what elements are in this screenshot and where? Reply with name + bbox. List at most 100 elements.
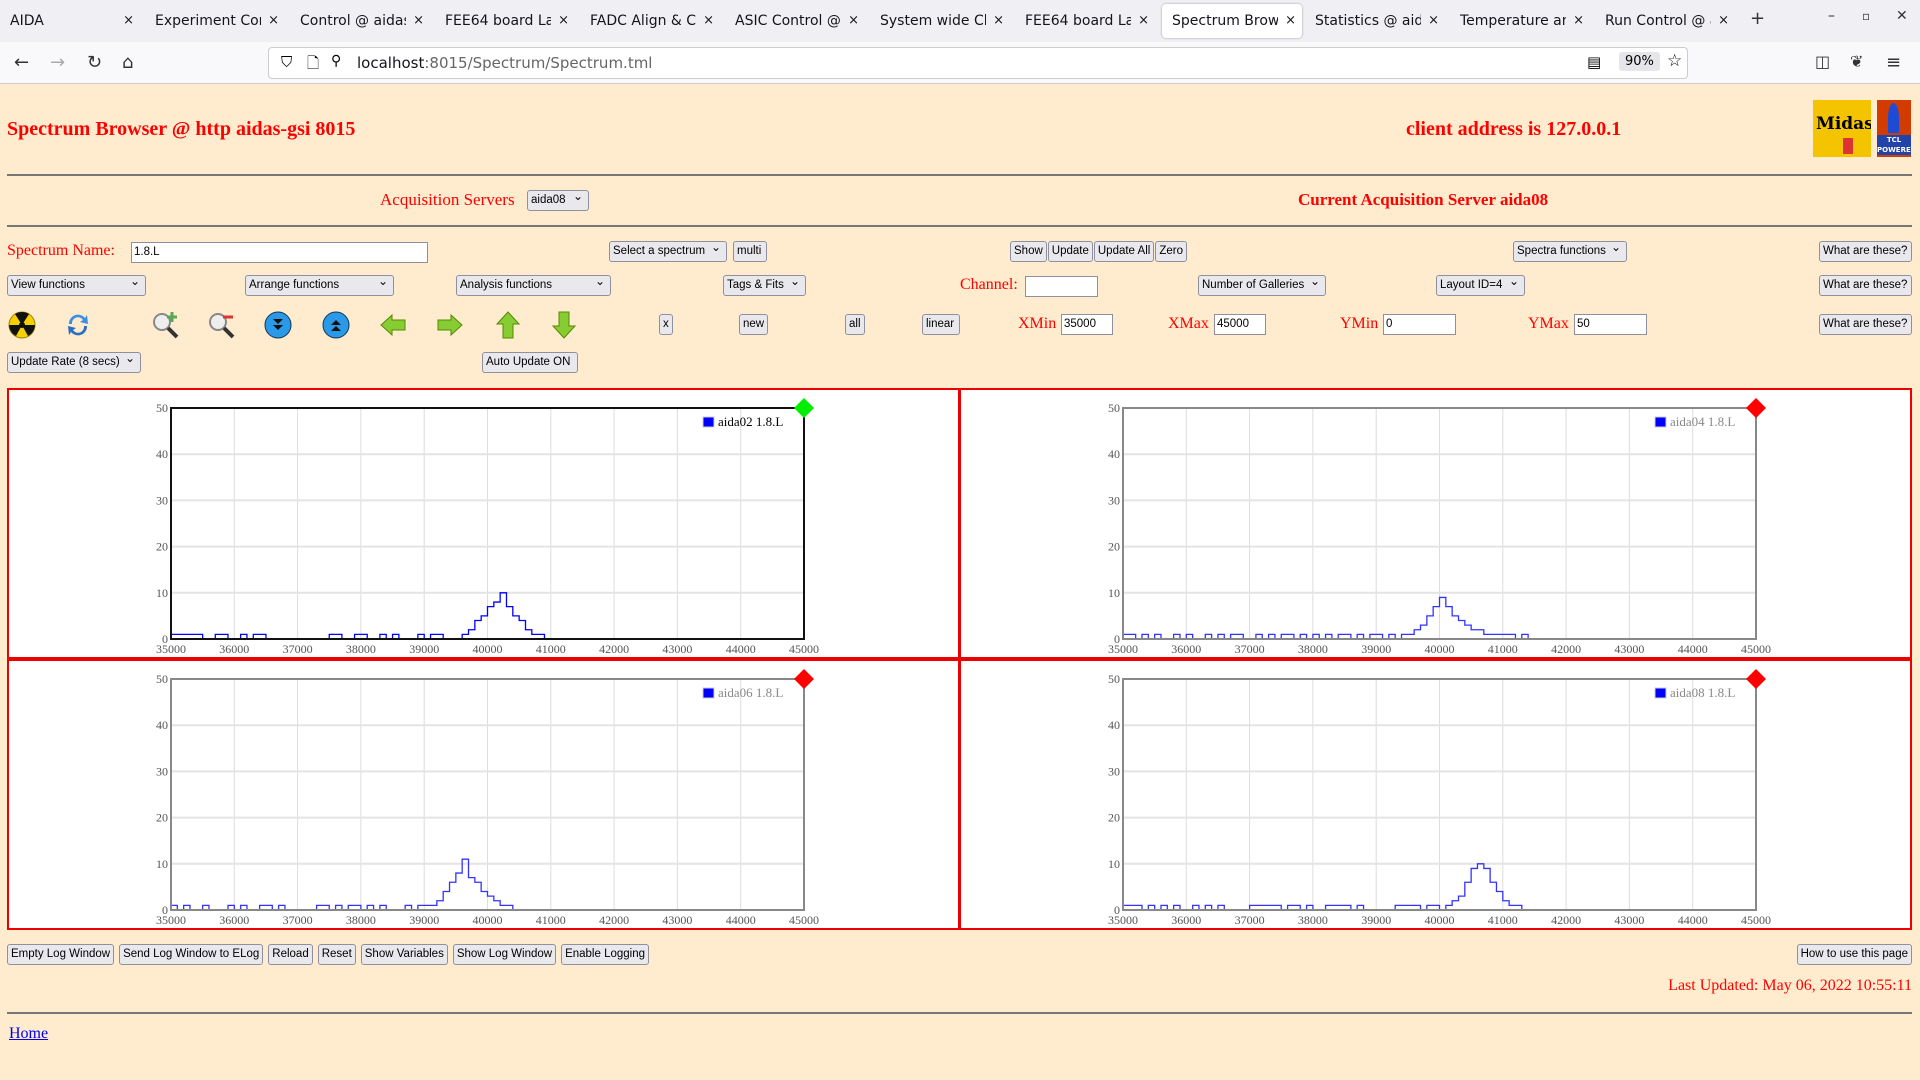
spectrum-panel[interactable]: 35000 36000 37000 38000 39000 40000 41000 42000… <box>7 388 960 659</box>
menu-icon[interactable]: ≡ <box>1886 52 1902 73</box>
close-icon[interactable]: × <box>1718 13 1729 28</box>
url-bar[interactable]: ⛉ 🗋 ⚲ localhost:8015/Spectrum/Spectrum.t… <box>268 47 1688 79</box>
browser-tab[interactable]: Statistics @ aida × <box>1305 4 1445 38</box>
close-icon[interactable]: × <box>413 13 424 28</box>
update-all-button[interactable]: Update All <box>1093 241 1155 262</box>
spectra-functions-dropdown[interactable]: Spectra functions <box>1513 241 1627 262</box>
arrange-functions-dropdown[interactable]: Arrange functions <box>245 275 394 296</box>
extension-icon[interactable]: ❦ <box>1850 52 1864 71</box>
update-button[interactable]: Update <box>1047 241 1093 262</box>
show-variables-button[interactable]: Show Variables <box>360 944 448 965</box>
spectrum-panel[interactable]: 35000 36000 37000 38000 39000 40000 41000 42000… <box>959 659 1912 930</box>
zero-button[interactable]: Zero <box>1155 241 1187 262</box>
close-icon[interactable]: × <box>123 13 134 28</box>
spectrum-panel[interactable]: 35000 36000 37000 38000 39000 40000 41000 42000… <box>959 388 1912 659</box>
x-tick-label: 37000 <box>1235 913 1265 927</box>
close-icon[interactable]: × <box>703 13 714 28</box>
zoom-out-icon[interactable] <box>206 310 236 340</box>
midas-logo[interactable]: Midas <box>1813 100 1871 157</box>
home-icon[interactable]: ⌂ <box>122 52 134 73</box>
what-are-these-button[interactable]: What are these? <box>1819 314 1912 335</box>
update-rate-dropdown[interactable]: Update Rate (8 secs) <box>7 352 141 373</box>
pocket-icon[interactable]: ◫ <box>1815 52 1831 71</box>
what-are-these-button[interactable]: What are these? <box>1819 275 1912 296</box>
reload-button[interactable]: Reload <box>268 944 313 965</box>
forward-icon[interactable]: → <box>50 52 66 73</box>
close-icon[interactable]: × <box>268 13 279 28</box>
multi-button[interactable]: multi <box>733 241 767 262</box>
arrow-up-icon[interactable] <box>493 310 523 340</box>
refresh-icon[interactable] <box>63 310 93 340</box>
back-icon[interactable]: ← <box>14 52 30 73</box>
close-icon[interactable]: × <box>993 13 1004 28</box>
arrow-down-icon[interactable] <box>549 310 579 340</box>
maximize-icon[interactable]: ▫ <box>1862 9 1871 23</box>
layout-id-dropdown[interactable]: Layout ID=4 <box>1436 275 1525 296</box>
acquisition-server-select[interactable]: aida08 <box>527 190 589 211</box>
spectrum-panel[interactable]: 35000 36000 37000 38000 39000 40000 41000 42000… <box>7 659 960 930</box>
scroll-down-icon[interactable] <box>263 310 293 340</box>
channel-input[interactable] <box>1025 276 1098 297</box>
what-are-these-button[interactable]: What are these? <box>1819 241 1912 262</box>
shield-icon[interactable]: ⛉ <box>281 53 293 71</box>
close-icon[interactable]: × <box>1428 13 1439 28</box>
xmax-input[interactable]: 45000 <box>1214 314 1266 335</box>
browser-tab[interactable]: ASIC Control @ a × <box>725 4 865 38</box>
close-window-icon[interactable]: ✕ <box>1896 8 1908 24</box>
close-icon[interactable]: × <box>1285 13 1296 28</box>
new-button[interactable]: new <box>739 314 769 335</box>
select-spectrum-dropdown[interactable]: Select a spectrum <box>609 241 727 262</box>
arrow-left-icon[interactable] <box>378 310 408 340</box>
browser-tab[interactable]: FEE64 board Lay × <box>1015 4 1155 38</box>
auto-update-button[interactable]: Auto Update ON <box>482 352 578 373</box>
reader-view-icon[interactable]: ▤ <box>1587 53 1602 71</box>
number-of-galleries-dropdown[interactable]: Number of Galleries <box>1198 275 1326 296</box>
arrow-right-icon[interactable] <box>435 310 465 340</box>
ymax-input[interactable]: 50 <box>1574 314 1647 335</box>
show-button[interactable]: Show <box>1010 241 1047 262</box>
new-tab-icon[interactable]: + <box>1750 8 1766 29</box>
close-icon[interactable]: × <box>848 13 859 28</box>
radiation-icon[interactable] <box>7 310 37 340</box>
x-button[interactable]: x <box>659 314 673 335</box>
x-tick-label: 45000 <box>1741 913 1771 927</box>
last-updated: Last Updated: May 06, 2022 10:55:11 <box>1668 977 1912 994</box>
close-icon[interactable]: × <box>558 13 569 28</box>
permissions-icon[interactable]: ⚲ <box>331 53 342 69</box>
send-log-to-elog-button[interactable]: Send Log Window to ELog <box>119 944 264 965</box>
minimize-icon[interactable]: – <box>1828 8 1835 24</box>
tcl-powered-logo[interactable]: TCL POWERED <box>1877 100 1911 157</box>
browser-tab[interactable]: Run Control @ ai × <box>1595 4 1735 38</box>
browser-tab-active[interactable]: Spectrum Brows × <box>1162 4 1302 38</box>
enable-logging-button[interactable]: Enable Logging <box>561 944 650 965</box>
spectrum-name-input[interactable]: 1.8.L <box>131 242 428 263</box>
url-text[interactable]: localhost:8015/Spectrum/Spectrum.tml <box>357 54 652 72</box>
bookmark-star-icon[interactable]: ☆ <box>1667 51 1683 71</box>
linear-button[interactable]: linear <box>922 314 960 335</box>
reload-icon[interactable]: ↻ <box>87 52 103 73</box>
tags-fits-dropdown[interactable]: Tags & Fits <box>723 275 806 296</box>
browser-tab[interactable]: Control @ aidas- × <box>290 4 430 38</box>
zoom-level[interactable]: 90% <box>1619 52 1660 71</box>
show-log-window-button[interactable]: Show Log Window <box>452 944 557 965</box>
browser-tab[interactable]: System wide Che × <box>870 4 1010 38</box>
xmin-input[interactable]: 35000 <box>1061 314 1113 335</box>
ymin-input[interactable]: 0 <box>1383 314 1456 335</box>
empty-log-window-button[interactable]: Empty Log Window <box>7 944 115 965</box>
home-link[interactable]: Home <box>9 1025 49 1042</box>
all-button[interactable]: all <box>845 314 865 335</box>
browser-tab[interactable]: AIDA × <box>0 4 140 38</box>
browser-tab[interactable]: Temperature and × <box>1450 4 1590 38</box>
how-to-use-button[interactable]: How to use this page <box>1796 944 1912 965</box>
zoom-in-icon[interactable] <box>150 310 180 340</box>
reset-button[interactable]: Reset <box>317 944 356 965</box>
browser-tab[interactable]: FADC Align & Co × <box>580 4 720 38</box>
x-tick-label: 35000 <box>156 913 186 927</box>
view-functions-dropdown[interactable]: View functions <box>7 275 146 296</box>
close-icon[interactable]: × <box>1573 13 1584 28</box>
analysis-functions-dropdown[interactable]: Analysis functions <box>456 275 611 296</box>
browser-tab[interactable]: Experiment Cont × <box>145 4 285 38</box>
scroll-up-icon[interactable] <box>321 310 351 340</box>
close-icon[interactable]: × <box>1138 13 1149 28</box>
browser-tab[interactable]: FEE64 board Lay × <box>435 4 575 38</box>
